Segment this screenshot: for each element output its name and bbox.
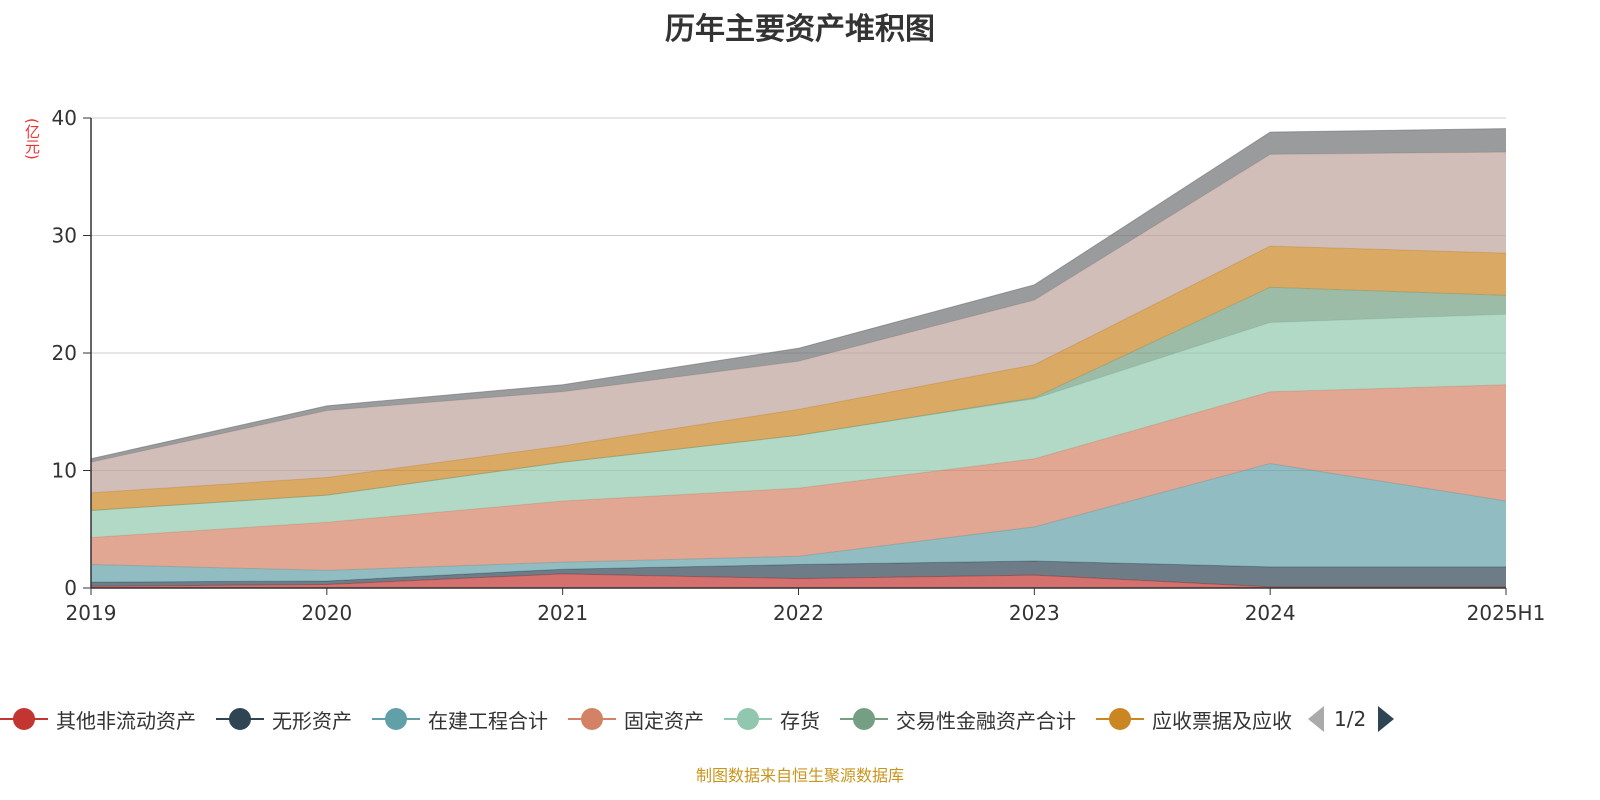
x-tick-label: 2024 [1245, 601, 1296, 625]
legend-item[interactable]: 固定资产 [568, 705, 704, 734]
y-tick-label: 10 [52, 459, 77, 483]
legend: 其他非流动资产 无形资产 在建工程合计 固定资产 存货 交易性金融资产合计 应收票据及应收 1… [0, 704, 1395, 734]
legend-label: 交易性金融资产合计 [896, 708, 1076, 733]
area-series-1 [91, 560, 1506, 587]
legend-marker-icon [568, 707, 616, 731]
area-series-5 [91, 287, 1506, 511]
legend-marker-icon [372, 707, 420, 731]
x-tick-label: 2019 [66, 601, 117, 625]
x-tick-label: 2021 [537, 601, 588, 625]
x-tick-label: 2025H1 [1467, 601, 1546, 625]
legend-marker-icon [1096, 707, 1144, 731]
x-tick-label: 2022 [773, 601, 824, 625]
legend-next-page-icon[interactable] [1378, 706, 1395, 732]
x-tick-label: 2023 [1009, 601, 1060, 625]
legend-item[interactable]: 在建工程合计 [372, 705, 548, 734]
legend-label: 在建工程合计 [428, 708, 548, 733]
legend-item[interactable]: 其他非流动资产 [0, 705, 196, 734]
legend-label: 存货 [780, 708, 820, 733]
y-tick-label: 30 [52, 224, 77, 248]
legend-prev-page-icon[interactable] [1308, 706, 1324, 732]
y-tick-label: 40 [52, 106, 77, 130]
area-series-0 [91, 573, 1506, 588]
y-tick-label: 0 [64, 576, 77, 600]
area-series-6 [91, 246, 1506, 511]
y-tick-label: 20 [52, 341, 77, 365]
area-series-3 [91, 384, 1506, 571]
legend-marker-icon [0, 707, 48, 731]
stacked-area-plot: 0 10 20 30 40 2019 2020 2021 2022 2023 2024 2025H1 [52, 106, 1546, 625]
legend-label: 其他非流动资产 [56, 708, 196, 733]
area-series-7 [91, 152, 1506, 493]
legend-label: 固定资产 [624, 708, 704, 733]
y-axis-unit: (亿元) [23, 118, 41, 160]
legend-item[interactable]: 交易性金融资产合计 [840, 705, 1076, 734]
legend-label: 应收票据及应收 [1152, 708, 1292, 733]
x-tick-label: 2020 [301, 601, 352, 625]
legend-marker-icon [216, 707, 264, 731]
legend-item[interactable]: 无形资产 [216, 705, 352, 734]
legend-marker-icon [840, 707, 888, 731]
series-line-8 [90, 128, 1507, 460]
data-source-footer: 制图数据来自恒生聚源数据库 [695, 766, 904, 785]
legend-page-indicator: 1/2 [1334, 707, 1367, 731]
chart-title: 历年主要资产堆积图 [665, 12, 935, 47]
legend-item[interactable]: 应收票据及应收 [1096, 705, 1292, 734]
legend-marker-icon [724, 707, 772, 731]
area-series-8 [91, 128, 1506, 463]
area-series-2 [91, 463, 1506, 583]
legend-pager: 1/2 [1308, 706, 1395, 732]
area-series-4 [91, 314, 1506, 538]
legend-label: 无形资产 [272, 708, 352, 733]
legend-item[interactable]: 存货 [724, 705, 820, 734]
